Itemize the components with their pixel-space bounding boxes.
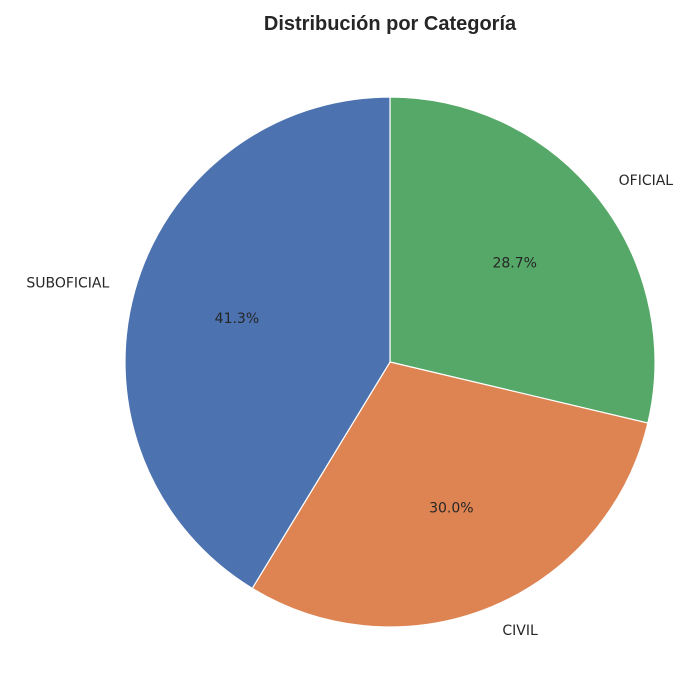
category-label-civil: CIVIL: [502, 623, 538, 639]
pie-slice-oficial: [389, 96, 656, 424]
category-label-oficial: OFICIAL: [619, 173, 674, 189]
chart-title: Distribución por Categoría: [263, 13, 517, 35]
pie-slices: [124, 96, 656, 628]
pie-labels: 28.7% OFICIAL 30.0% CIVIL 41.3% SUBOFICIAL: [26, 173, 673, 639]
category-label-suboficial: SUBOFICIAL: [26, 275, 109, 291]
pct-label-suboficial: 41.3%: [215, 311, 259, 327]
pie-slice-civil: [251, 361, 649, 628]
pie-slice-suboficial: [124, 96, 391, 589]
pct-label-civil: 30.0%: [429, 501, 473, 517]
pct-label-oficial: 28.7%: [492, 255, 536, 271]
